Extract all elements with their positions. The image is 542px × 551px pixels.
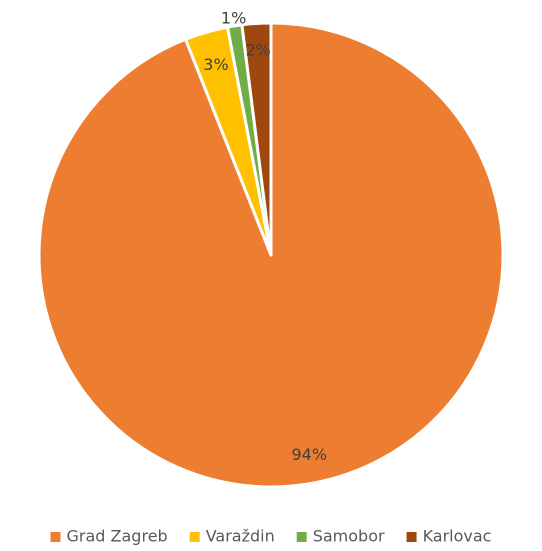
pie-slice: [37, 21, 505, 489]
legend-label: Karlovac: [423, 527, 492, 546]
legend-swatch: [406, 532, 417, 542]
data-label: 94%: [291, 445, 327, 464]
legend-label: Grad Zagreb: [67, 527, 168, 546]
pie-slice: [240, 21, 273, 257]
legend-swatch: [296, 532, 307, 542]
data-label: 2%: [245, 41, 270, 60]
legend-label: Samobor: [313, 527, 385, 546]
data-labels: 94% 3% 1% 2%: [203, 8, 327, 464]
data-label: 3%: [203, 55, 228, 74]
legend-label: Varaždin: [206, 527, 275, 546]
legend-swatch: [50, 532, 61, 542]
pie: [37, 21, 505, 489]
data-label: 1%: [221, 8, 246, 27]
legend: Grad Zagreb Varaždin Samobor Karlovac: [50, 527, 492, 546]
legend-swatch: [189, 532, 200, 542]
